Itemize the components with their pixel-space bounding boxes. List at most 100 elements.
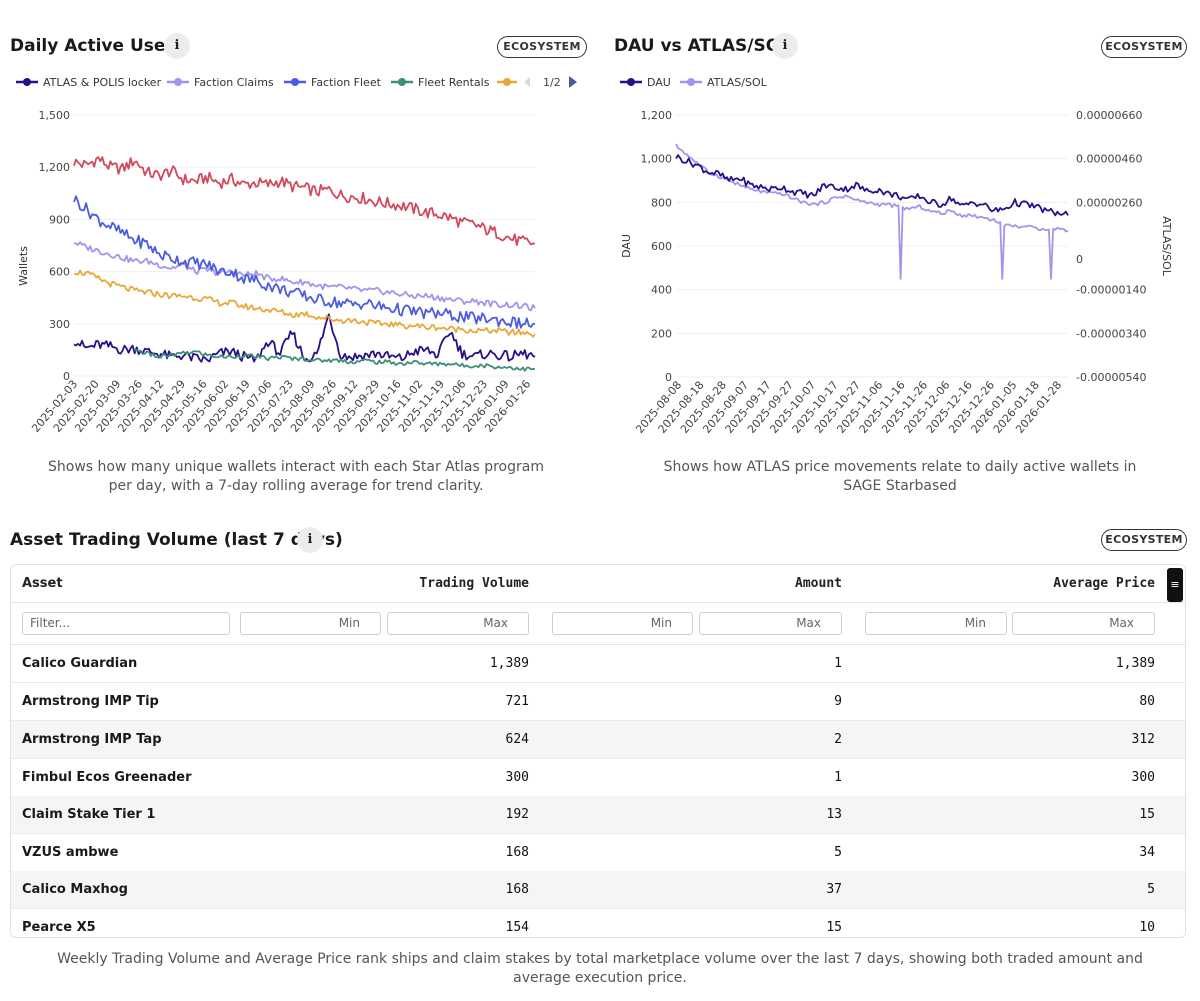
average-price-value: 15 <box>1139 807 1155 822</box>
asset-name: Calico Maxhog <box>22 882 128 897</box>
y-tick-label: 600 <box>49 266 70 279</box>
amount-value: 15 <box>826 920 842 935</box>
series-line <box>73 241 536 312</box>
y-tick-label: 300 <box>49 318 70 331</box>
series-line <box>73 156 536 246</box>
trading-volume-value: 1,389 <box>489 656 529 671</box>
y-axis-label: DAU <box>620 234 633 258</box>
dau-vs-atlas-sol-chart: DAU ATLAS/SOL 0 200 400 600 800 1,000 1,200 0.0… <box>620 76 1173 436</box>
y-right-tick-label: 0 <box>1076 253 1083 266</box>
amount-value: 13 <box>826 807 842 822</box>
average-price-value: 312 <box>1131 732 1155 747</box>
trading-volume-value: 154 <box>505 920 529 935</box>
ecosystem-badge[interactable]: ECOSYSTEM <box>497 36 587 58</box>
y-right-tick-label: -0.00000540 <box>1076 371 1146 384</box>
asset-name: Fimbul Ecos Greenader <box>22 770 192 785</box>
legend-swatch-dot <box>398 78 406 86</box>
legend-swatch-dot <box>174 78 182 86</box>
y-axis-label: Wallets <box>17 246 30 286</box>
y-right-tick-label: -0.00000140 <box>1076 284 1146 297</box>
info-icon[interactable]: i <box>297 527 323 553</box>
column-header-asset[interactable]: Asset <box>22 576 63 591</box>
info-icon[interactable]: i <box>164 33 190 59</box>
amount-value: 1 <box>834 656 842 671</box>
average-price-value: 10 <box>1139 920 1155 935</box>
asset-name: Claim Stake Tier 1 <box>22 807 156 822</box>
column-header-trading-volume[interactable]: Trading Volume <box>419 576 529 591</box>
trading-volume-value: 168 <box>505 882 529 897</box>
legend-next-icon <box>569 76 577 88</box>
y-tick-label: 1,500 <box>39 109 71 122</box>
legend-label: ATLAS & POLIS locker <box>43 76 162 89</box>
table-row[interactable]: Pearce X5 154 15 10 <box>11 909 1185 937</box>
amount-value: 2 <box>834 732 842 747</box>
legend-label: ATLAS/SOL <box>707 76 768 89</box>
amount-min-input[interactable]: Min <box>552 612 693 635</box>
average-price-value: 300 <box>1131 770 1155 785</box>
series-line <box>73 269 536 338</box>
series-line <box>675 143 1069 280</box>
y-tick-label: 600 <box>651 240 672 253</box>
y-tick-label: 1,200 <box>39 161 71 174</box>
dau-vs-price-caption: Shows how ATLAS price movements relate t… <box>663 459 1137 494</box>
amount-value: 1 <box>834 770 842 785</box>
trading-volume-value: 624 <box>505 732 529 747</box>
y-tick-label: 1,200 <box>641 109 673 122</box>
average-price-value: 34 <box>1139 845 1155 860</box>
legend-swatch-dot <box>23 78 31 86</box>
series-line <box>73 195 536 329</box>
legend-swatch-dot <box>687 78 695 86</box>
table-row[interactable]: Armstrong IMP Tap 624 2 312 <box>11 721 1185 759</box>
asset-name: Pearce X5 <box>22 920 96 935</box>
y-axis-right-label: ATLAS/SOL <box>1160 216 1173 277</box>
table-row[interactable]: VZUS ambwe 168 5 34 <box>11 834 1185 872</box>
price-min-input[interactable]: Min <box>865 612 1007 635</box>
column-header-average-price[interactable]: Average Price <box>1053 576 1155 591</box>
y-tick-label: 400 <box>651 284 672 297</box>
volume-min-input[interactable]: Min <box>240 612 381 635</box>
y-right-tick-label: 0.00000660 <box>1076 109 1142 122</box>
price-max-input[interactable]: Max <box>1012 612 1155 635</box>
legend-label: Faction Claims <box>194 76 274 89</box>
dau-vs-price-title: DAU vs ATLAS/SOL <box>614 36 791 56</box>
average-price-value: 1,389 <box>1115 656 1155 671</box>
trading-volume-value: 721 <box>505 694 529 709</box>
table-row[interactable]: Fimbul Ecos Greenader 300 1 300 <box>11 759 1185 797</box>
ecosystem-badge[interactable]: ECOSYSTEM <box>1101 529 1187 551</box>
asset-filter-input[interactable]: Filter... <box>22 612 230 635</box>
table-row[interactable]: Armstrong IMP Tip 721 9 80 <box>11 683 1185 721</box>
trading-volume-title: Asset Trading Volume (last 7 days) <box>10 530 343 550</box>
table-row[interactable]: Claim Stake Tier 1 192 13 15 <box>11 796 1185 834</box>
asset-name: Armstrong IMP Tip <box>22 694 159 709</box>
info-icon[interactable]: i <box>772 33 798 59</box>
column-toggle-icon[interactable]: ≡ <box>1167 568 1183 602</box>
legend-label: Faction Fleet <box>311 76 382 89</box>
trading-volume-table: Asset Trading Volume Amount Average Pric… <box>10 564 1186 938</box>
y-tick-label: 800 <box>651 196 672 209</box>
ecosystem-badge[interactable]: ECOSYSTEM <box>1101 36 1187 58</box>
y-tick-label: 1,000 <box>641 153 673 166</box>
trading-volume-value: 192 <box>505 807 529 822</box>
y-tick-label: 200 <box>651 327 672 340</box>
column-header-amount[interactable]: Amount <box>795 576 842 591</box>
table-row[interactable]: Calico Maxhog 168 37 5 <box>11 871 1185 909</box>
average-price-value: 80 <box>1139 694 1155 709</box>
asset-name: Armstrong IMP Tap <box>22 732 162 747</box>
amount-value: 37 <box>826 882 842 897</box>
trading-volume-value: 300 <box>505 770 529 785</box>
amount-max-input[interactable]: Max <box>699 612 842 635</box>
legend-swatch-dot <box>503 78 511 86</box>
y-tick-label: 900 <box>49 213 70 226</box>
y-right-tick-label: 0.00000260 <box>1076 196 1142 209</box>
legend-swatch-dot <box>627 78 635 86</box>
dau-chart-title: Daily Active Users <box>10 36 184 56</box>
volume-max-input[interactable]: Max <box>387 612 529 635</box>
asset-name: VZUS ambwe <box>22 845 119 860</box>
legend-page-indicator: 1/2 <box>543 76 561 89</box>
table-header: Asset Trading Volume Amount Average Pric… <box>11 565 1185 603</box>
trading-volume-caption: Weekly Trading Volume and Average Price … <box>57 951 1143 986</box>
y-right-tick-label: -0.00000340 <box>1076 327 1146 340</box>
legend-swatch-dot <box>291 78 299 86</box>
y-tick-label: 0 <box>665 371 672 384</box>
table-row[interactable]: Calico Guardian 1,389 1 1,389 <box>11 645 1185 683</box>
